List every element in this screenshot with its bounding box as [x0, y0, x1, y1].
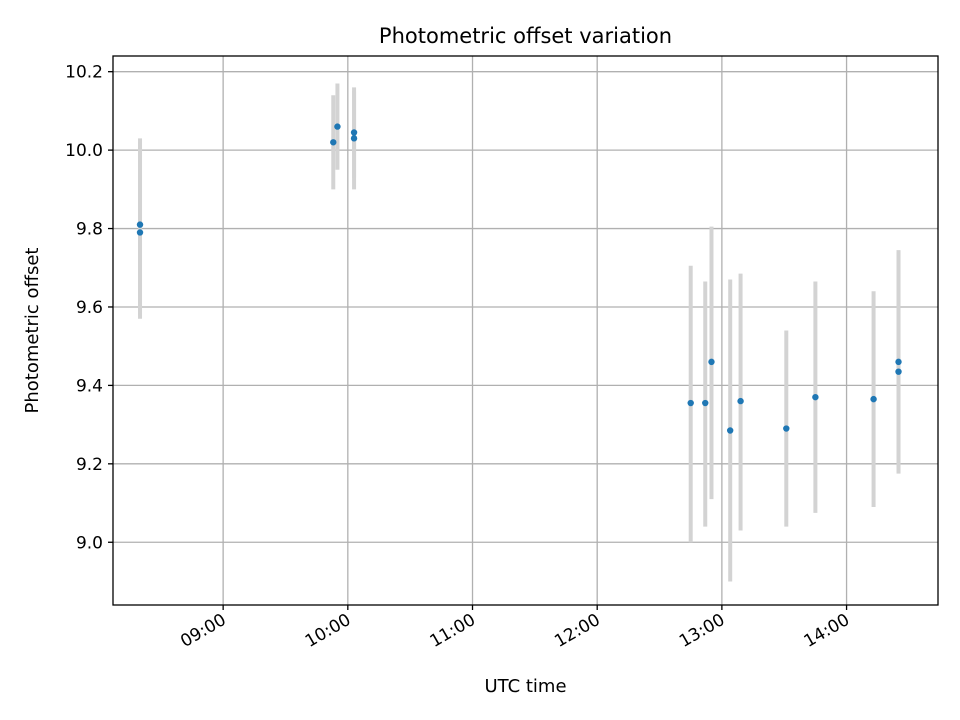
data-point: [737, 397, 744, 405]
data-point: [708, 358, 715, 366]
y-tick-label: 9.0: [76, 533, 103, 553]
y-tick-label: 9.6: [76, 298, 103, 318]
data-point: [812, 393, 819, 401]
data-point: [687, 399, 694, 407]
data-point: [350, 135, 358, 142]
data-point: [870, 395, 877, 403]
y-tick-label: 10.2: [65, 63, 103, 83]
data-point: [895, 358, 902, 366]
y-tick-label: 9.4: [76, 376, 103, 396]
plot-frame: [112, 55, 939, 606]
data-points: [136, 123, 902, 434]
data-point: [334, 123, 341, 130]
data-point: [726, 427, 734, 434]
data-point: [783, 425, 790, 432]
chart-title: Photometric offset variation: [379, 24, 672, 48]
data-point: [350, 129, 358, 136]
data-point: [702, 399, 709, 407]
y-tick-label: 9.8: [76, 220, 103, 240]
data-point: [330, 139, 337, 146]
y-tick-label: 9.2: [76, 455, 103, 475]
y-axis-label: Photometric offset: [22, 248, 43, 414]
grid: [113, 56, 938, 605]
data-point: [136, 221, 144, 228]
y-tick-label: 10.0: [65, 141, 103, 161]
x-axis-label: UTC time: [484, 676, 566, 697]
data-point: [136, 229, 144, 236]
data-point: [895, 368, 902, 375]
